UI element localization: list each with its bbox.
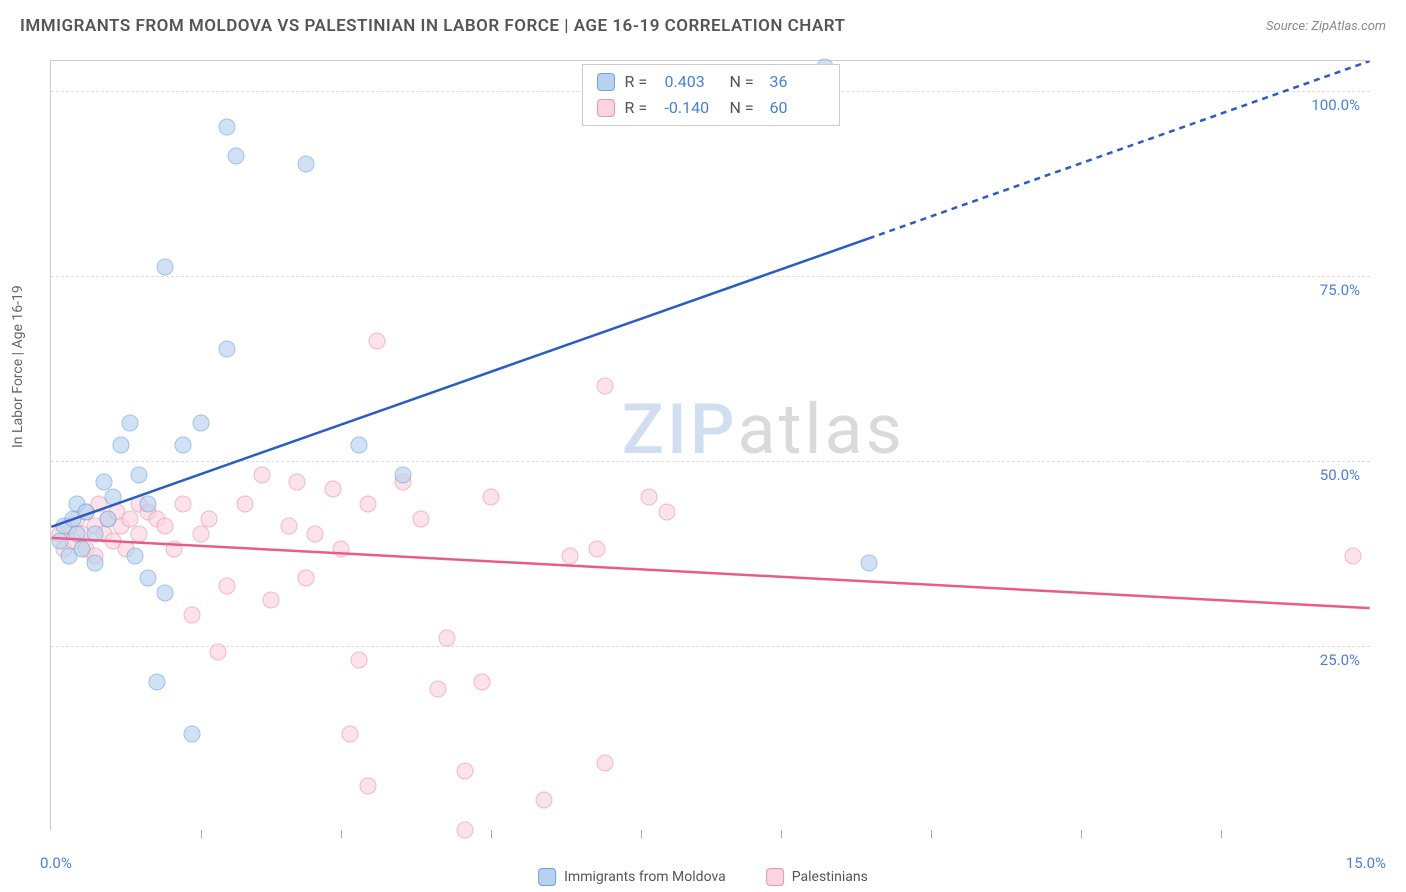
point-b	[280, 518, 297, 535]
point-b	[483, 488, 500, 505]
point-a	[148, 673, 165, 690]
point-a	[122, 414, 139, 431]
point-b	[562, 548, 579, 565]
point-b	[412, 511, 429, 528]
point-a	[219, 340, 236, 357]
point-b	[298, 570, 315, 587]
point-a	[139, 570, 156, 587]
point-b	[342, 725, 359, 742]
point-b	[1345, 548, 1362, 565]
point-a	[126, 548, 143, 565]
swatch-b-icon	[766, 868, 784, 886]
x-tick	[201, 830, 202, 838]
point-b	[201, 511, 218, 528]
point-b	[430, 681, 447, 698]
point-b	[183, 607, 200, 624]
point-b	[439, 629, 456, 646]
point-a	[298, 155, 315, 172]
point-b	[254, 466, 271, 483]
point-a	[139, 496, 156, 513]
point-b	[597, 377, 614, 394]
point-a	[104, 488, 121, 505]
x-tick	[491, 830, 492, 838]
point-b	[157, 518, 174, 535]
x-tick	[1081, 830, 1082, 838]
point-a	[78, 503, 95, 520]
point-b	[175, 496, 192, 513]
plot-area: ZIPatlas 25.0%50.0%75.0%100.0% R = 0.403…	[50, 60, 1370, 830]
legend-label-b: Palestinians	[792, 869, 868, 885]
n-value-b: 60	[770, 95, 825, 121]
point-a	[73, 540, 90, 557]
r-value-b: -0.140	[665, 95, 720, 121]
point-b	[368, 333, 385, 350]
point-a	[157, 259, 174, 276]
point-a	[113, 437, 130, 454]
point-b	[236, 496, 253, 513]
point-b	[641, 488, 658, 505]
point-a	[87, 525, 104, 542]
point-b	[333, 540, 350, 557]
swatch-a-icon	[597, 73, 615, 91]
x-tick	[1221, 830, 1222, 838]
point-a	[131, 466, 148, 483]
point-b	[324, 481, 341, 498]
point-b	[263, 592, 280, 609]
x-min-label: 0.0%	[40, 854, 72, 872]
point-b	[659, 503, 676, 520]
point-b	[535, 792, 552, 809]
x-tick	[641, 830, 642, 838]
point-a	[395, 466, 412, 483]
legend-item-a: Immigrants from Moldova	[538, 868, 726, 886]
correlation-row-a: R = 0.403 N = 36	[597, 69, 825, 95]
point-b	[588, 540, 605, 557]
legend-label-a: Immigrants from Moldova	[564, 869, 726, 885]
n-label: N =	[730, 95, 760, 121]
point-b	[192, 525, 209, 542]
r-label: R =	[625, 95, 655, 121]
point-b	[456, 822, 473, 839]
point-b	[597, 755, 614, 772]
legend-item-b: Palestinians	[766, 868, 868, 886]
r-label: R =	[625, 69, 655, 95]
point-a	[183, 725, 200, 742]
point-b	[166, 540, 183, 557]
point-a	[175, 437, 192, 454]
point-b	[456, 762, 473, 779]
point-a	[87, 555, 104, 572]
point-b	[359, 496, 376, 513]
correlation-row-b: R = -0.140 N = 60	[597, 95, 825, 121]
point-b	[210, 644, 227, 661]
x-max-label: 15.0%	[1346, 854, 1386, 872]
point-b	[131, 525, 148, 542]
y-axis-title: In Labor Force | Age 16-19	[10, 285, 26, 448]
correlation-legend-box: R = 0.403 N = 36 R = -0.140 N = 60	[582, 64, 840, 126]
point-b	[359, 777, 376, 794]
point-a	[192, 414, 209, 431]
swatch-a-icon	[538, 868, 556, 886]
chart-title: IMMIGRANTS FROM MOLDOVA VS PALESTINIAN I…	[20, 16, 846, 36]
n-value-a: 36	[770, 69, 825, 95]
x-tick	[931, 830, 932, 838]
point-a	[861, 555, 878, 572]
n-label: N =	[730, 69, 760, 95]
point-b	[307, 525, 324, 542]
point-b	[289, 474, 306, 491]
x-tick	[781, 830, 782, 838]
swatch-b-icon	[597, 99, 615, 117]
point-a	[100, 511, 117, 528]
series-legend: Immigrants from Moldova Palestinians	[538, 868, 868, 886]
scatter-points	[51, 61, 1370, 830]
point-a	[157, 585, 174, 602]
point-a	[219, 118, 236, 135]
r-value-a: 0.403	[665, 69, 720, 95]
point-b	[351, 651, 368, 668]
source-attribution: Source: ZipAtlas.com	[1266, 19, 1386, 34]
point-b	[474, 673, 491, 690]
x-tick	[341, 830, 342, 838]
point-a	[351, 437, 368, 454]
point-a	[227, 148, 244, 165]
point-b	[219, 577, 236, 594]
